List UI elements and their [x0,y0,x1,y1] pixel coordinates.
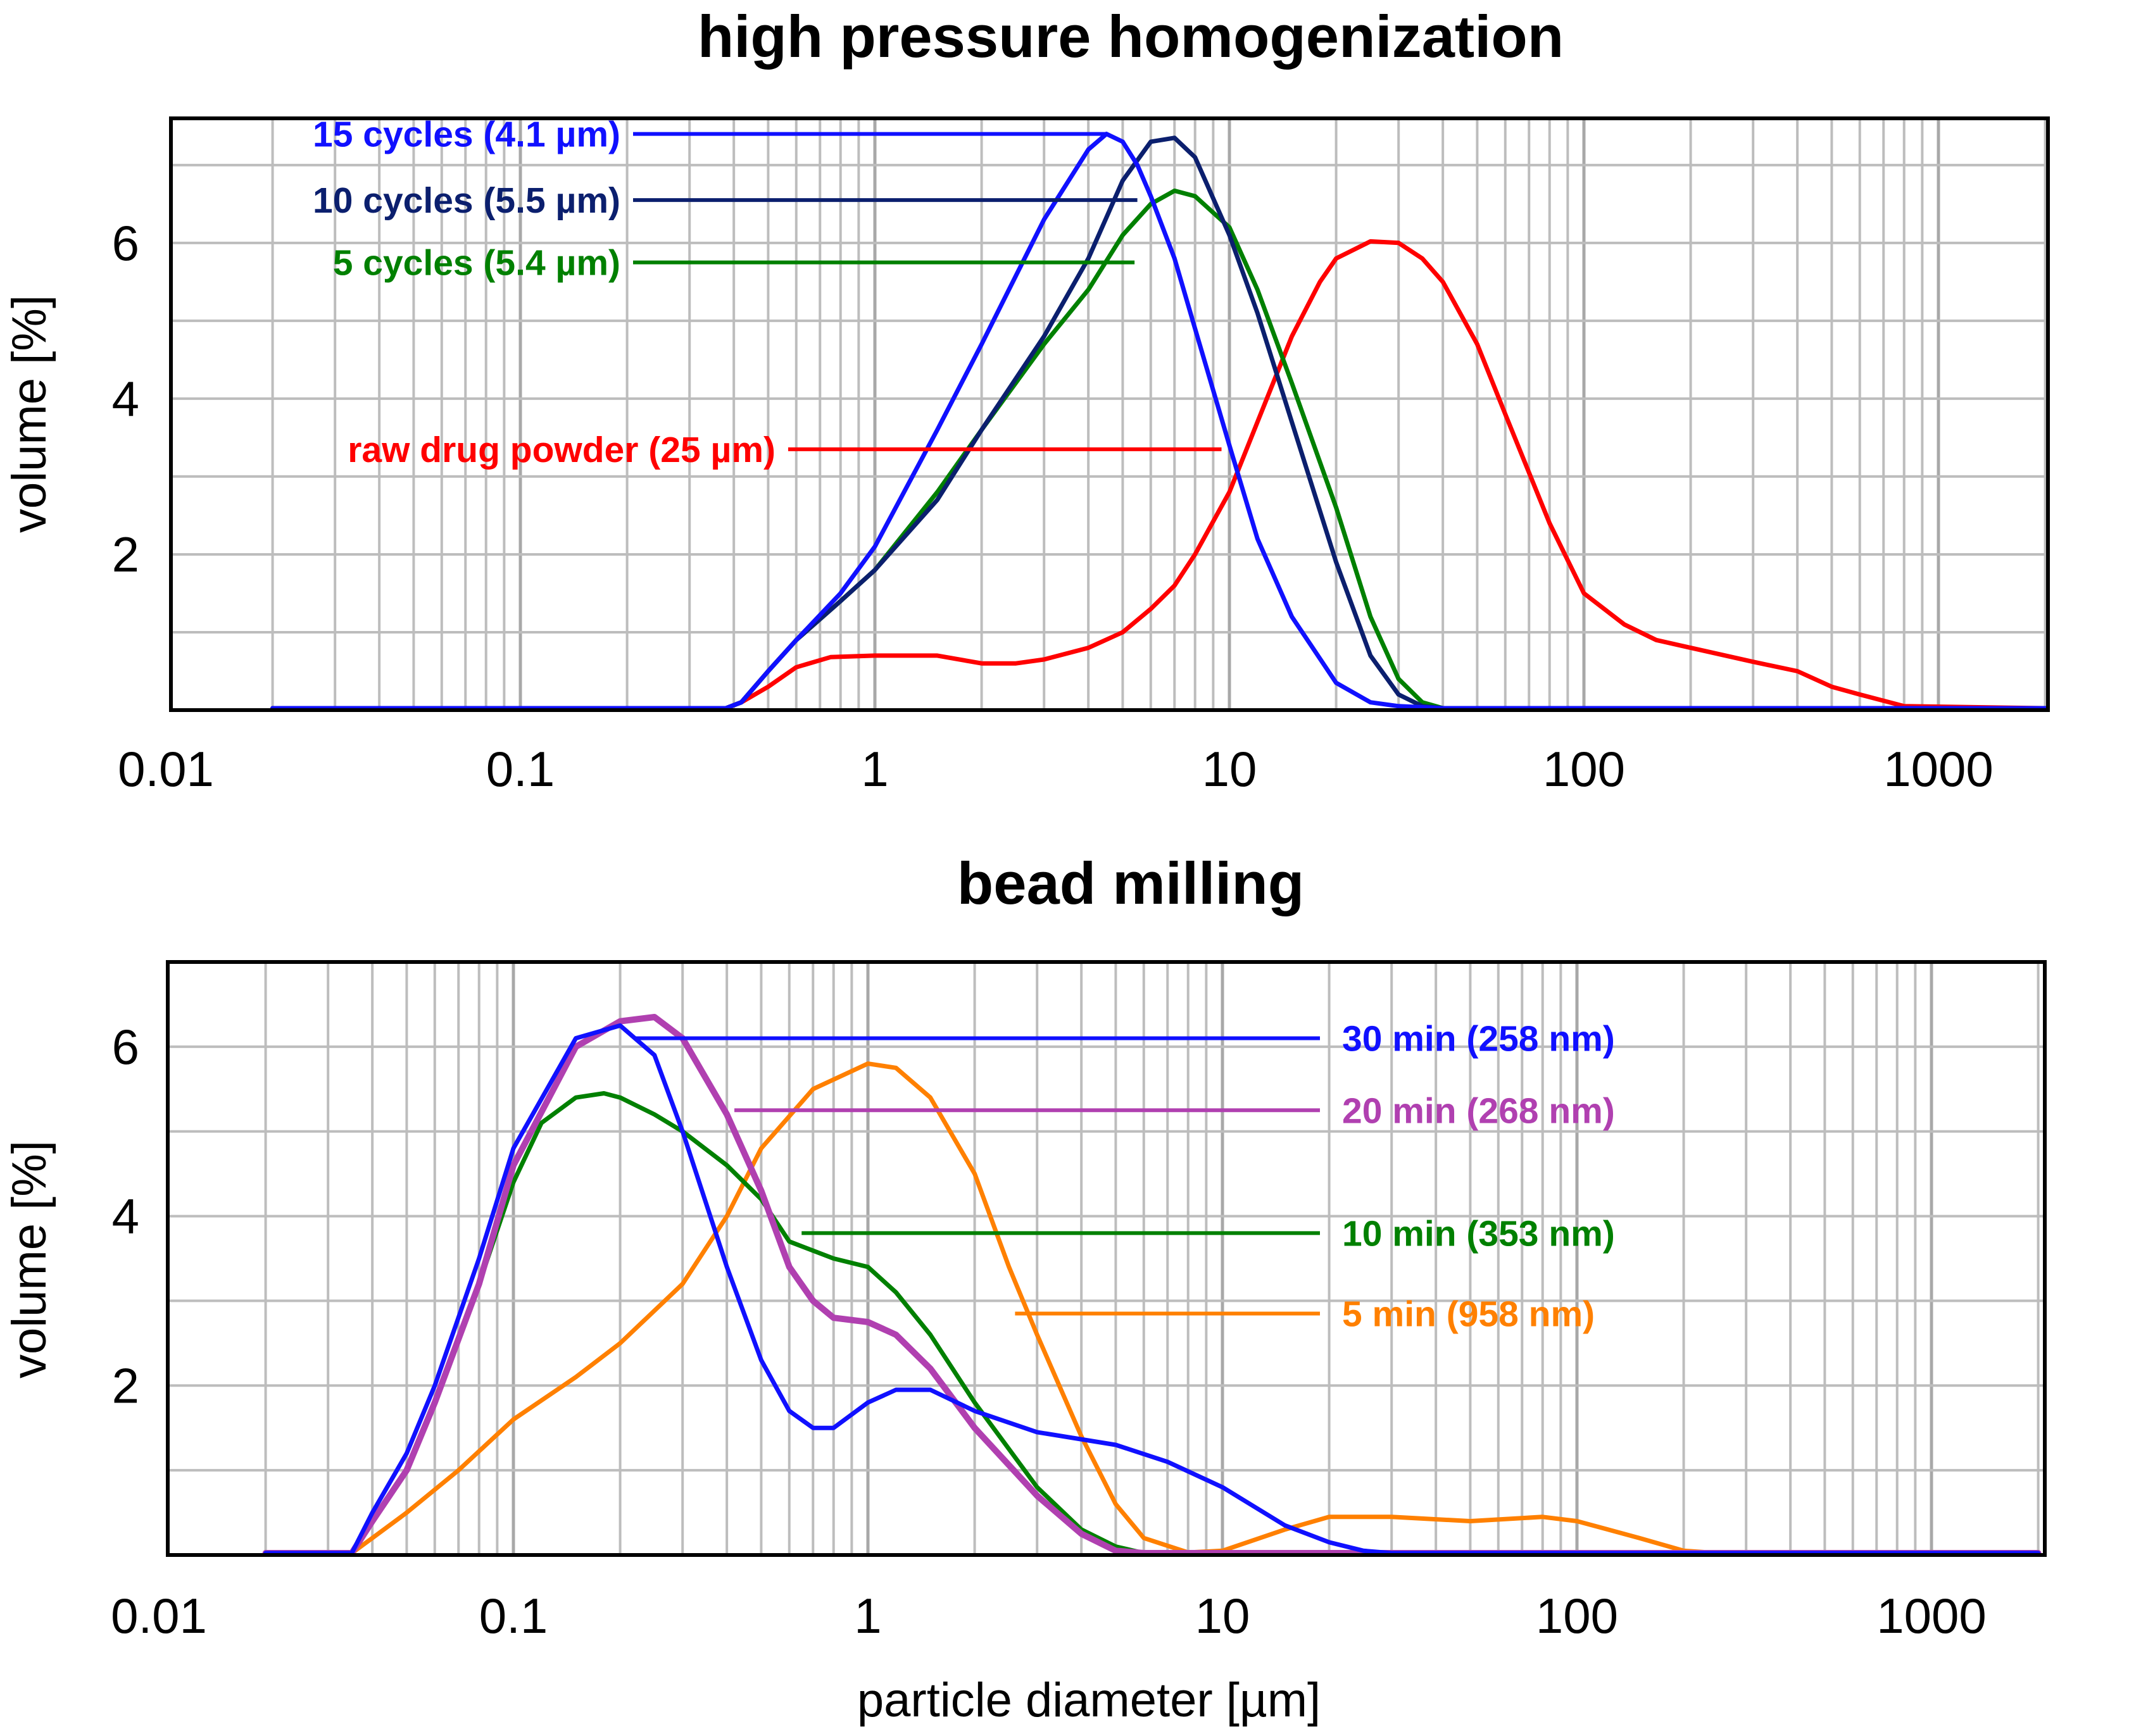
chart-bead-y-ticks: 2 4 6 [112,1019,139,1413]
chart-bead-x-tick-label: 1 [854,1588,881,1644]
chart-hph-x-tick-label: 0.01 [118,741,214,797]
chart-hph-annotation-label: 5 cycles (5.4 µm) [333,243,620,284]
chart-bead-y-tick-label: 6 [112,1019,139,1075]
chart-bead-series-30-min-258-nm [263,1023,2041,1556]
chart-hph-x-tick-label: 100 [1543,741,1625,797]
chart-hph-x-tick-label: 1000 [1883,741,1994,797]
chart-hph-annotations: 15 cycles (4.1 µm) 10 cycles (5.5 µm) 5 cy… [313,115,1222,470]
chart-bead-annotation-label: 30 min (258 nm) [1342,1018,1615,1059]
chart-hph-plot-frame [169,116,2050,712]
chart-hph-annotation-label: raw drug powder (25 µm) [348,430,776,470]
chart-hph-x-ticks: 0.01 0.1 1 10 100 1000 [118,741,1994,797]
chart-bead-plot-frame [166,960,2047,1557]
chart-hph-title: high pressure homogenization [698,3,1564,70]
chart-bead-series-5-min-958-nm [263,1061,2041,1556]
chart-hph-y-axis-label: volume [%] [3,295,56,533]
chart-bead-x-tick-label: 100 [1536,1588,1618,1644]
chart-hph-series-raw-drug-powder-25-m [270,239,2048,711]
chart-bead-x-tick-label: 0.01 [111,1588,207,1644]
chart-bead-y-tick-label: 2 [112,1358,139,1413]
chart-hph-series-group [270,132,2048,711]
chart-bead-series-group [262,1014,2042,1556]
chart-hph-x-tick-label: 10 [1202,741,1257,797]
chart-hph-x-tick-label: 1 [861,741,888,797]
chart-bead-grid [168,962,2045,1555]
chart-hph-y-tick-label: 2 [112,527,139,582]
chart-hph-series-15-cycles-4-1-m [270,132,2048,711]
chart-bead-x-tick-label: 10 [1195,1588,1250,1644]
chart-bead-annotations: 30 min (258 nm) 20 min (268 nm) 10 min (35… [634,1018,1615,1335]
chart-bead-annotation-label: 10 min (353 nm) [1342,1213,1615,1254]
chart-bead-series-10-min-353-nm [263,1091,2041,1556]
chart-hph-y-tick-label: 6 [112,215,139,271]
chart-bead-x-axis-label: particle diameter [µm] [857,1673,1321,1727]
chart-hph-y-tick-label: 4 [112,371,139,427]
chart-bead-x-tick-label: 1000 [1876,1588,1987,1644]
chart-bead-annotation-label: 20 min (268 nm) [1342,1090,1615,1131]
chart-hph: high pressure homogenization 15 cycles (… [3,3,2050,797]
chart-bead: bead milling 30 min (258 nm) 20 min (268 … [3,850,2047,1727]
chart-bead-x-tick-label: 0.1 [479,1588,548,1644]
chart-bead-y-axis-label: volume [%] [3,1140,56,1378]
chart-hph-y-ticks: 2 4 6 [112,215,139,582]
chart-bead-series-20-min-268-nm [262,1014,2042,1556]
chart-hph-annotation-label: 10 cycles (5.5 µm) [313,180,620,221]
chart-bead-annotation-label: 5 min (958 nm) [1342,1294,1595,1335]
chart-bead-y-tick-label: 4 [112,1189,139,1244]
chart-hph-annotation-label: 15 cycles (4.1 µm) [313,115,620,155]
chart-hph-x-tick-label: 0.1 [486,741,555,797]
chart-bead-title: bead milling [957,850,1304,916]
chart-bead-x-ticks: 0.01 0.1 1 10 100 1000 [111,1588,1987,1644]
